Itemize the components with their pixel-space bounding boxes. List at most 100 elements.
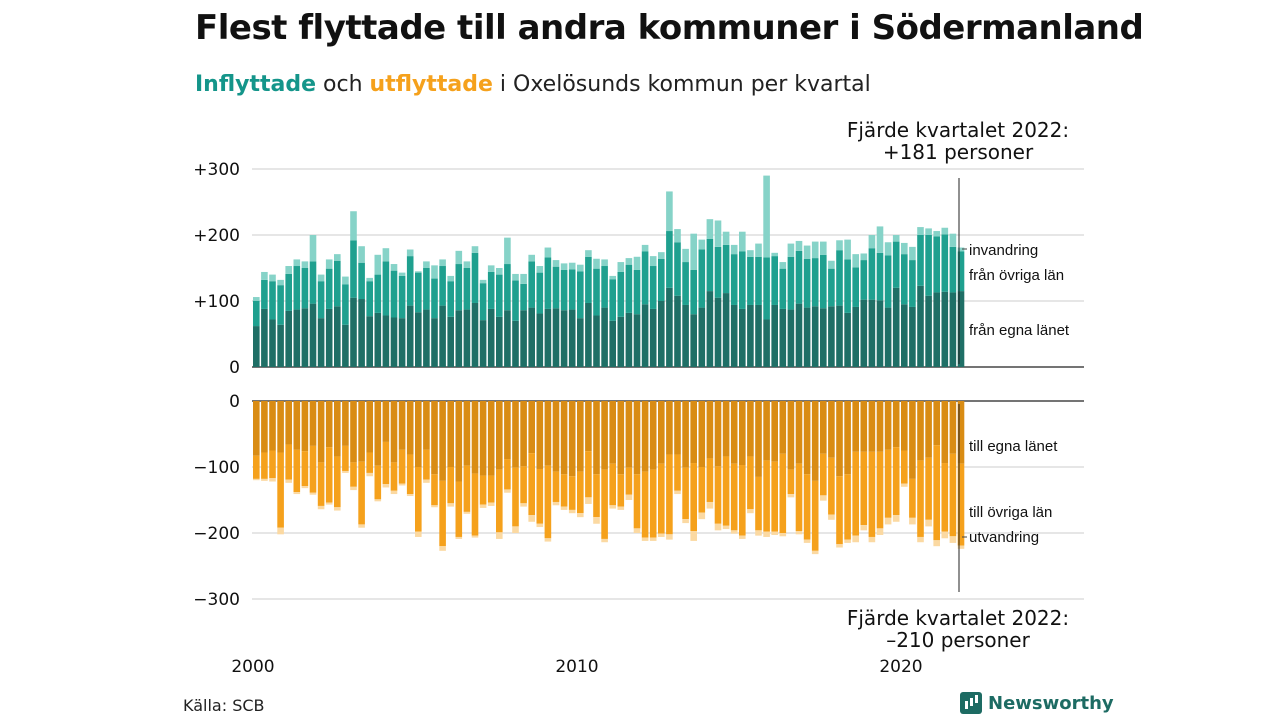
bar-in-other-counties — [463, 268, 471, 310]
bar-out-emigration — [439, 546, 446, 551]
bar-out-other-counties — [382, 441, 390, 485]
bar-out-other-counties — [666, 454, 673, 535]
bar-in-immigration — [609, 275, 616, 280]
bar-in-immigration — [722, 231, 730, 245]
bar-out-emigration — [641, 537, 649, 541]
bar-out-emigration — [431, 505, 438, 508]
bar-in-own-county — [455, 310, 463, 367]
bar-in-immigration — [836, 240, 843, 251]
bar-out-other-counties — [504, 459, 511, 490]
bar-out-other-counties — [560, 474, 568, 507]
bar-in-immigration — [293, 259, 301, 267]
bar-out-other-counties — [755, 476, 762, 531]
bar-in-other-counties — [755, 256, 762, 305]
bar-out-own-county — [860, 401, 868, 452]
bar-in-other-counties — [253, 301, 260, 327]
bar-in-own-county — [876, 300, 884, 367]
bar-out-own-county — [941, 401, 949, 464]
bar-in-immigration — [892, 235, 900, 242]
bar-in-own-county — [860, 299, 868, 367]
bar-in-other-counties — [406, 256, 414, 306]
bar-in-other-counties — [860, 260, 868, 300]
bar-out-other-counties — [479, 475, 487, 505]
bar-out-own-county — [706, 401, 714, 459]
bar-out-other-counties — [690, 463, 697, 532]
bar-in-immigration — [471, 246, 479, 253]
bar-out-emigration — [852, 535, 859, 543]
bar-in-other-counties — [504, 264, 511, 311]
bar-in-other-counties — [852, 267, 859, 307]
bar-out-own-county — [779, 401, 787, 454]
bar-out-other-counties — [350, 462, 357, 487]
bar-in-immigration — [568, 262, 576, 270]
bar-out-other-counties — [925, 457, 932, 520]
bar-in-immigration — [787, 243, 795, 257]
bar-in-own-county — [585, 302, 592, 367]
source-label: Källa: SCB — [183, 696, 265, 715]
subtitle-outflow-word: utflyttade — [369, 72, 493, 97]
bar-out-own-county — [852, 401, 859, 452]
bar-out-own-county — [690, 401, 697, 464]
bar-out-own-county — [609, 401, 616, 464]
chart-title: Flest flyttade till andra kommuner i Söd… — [195, 8, 1144, 48]
bar-out-other-counties — [455, 481, 463, 537]
bar-out-other-counties — [334, 456, 341, 508]
bar-in-immigration — [374, 254, 382, 275]
bar-in-other-counties — [803, 258, 811, 308]
label-till-ovriga-lan: till övriga län — [969, 504, 1052, 521]
bar-in-other-counties — [868, 248, 876, 300]
bar-out-emigration — [690, 531, 697, 541]
bar-out-other-counties — [674, 454, 681, 491]
bar-out-emigration — [730, 530, 738, 534]
newsworthy-logo[interactable]: Newsworthy — [960, 692, 1114, 714]
bar-out-emigration — [390, 490, 398, 495]
bar-out-emigration — [811, 550, 819, 555]
bar-in-own-county — [423, 309, 430, 367]
bar-in-other-counties — [309, 261, 317, 304]
bar-out-other-counties — [949, 453, 957, 537]
bar-in-immigration — [730, 244, 738, 255]
bar-in-own-county — [439, 305, 446, 367]
bar-in-own-county — [374, 312, 382, 367]
bar-in-immigration — [447, 275, 454, 282]
bar-out-other-counties — [941, 463, 949, 532]
annotation-top-line2: +181 personer — [883, 140, 1034, 164]
bar-in-own-county — [909, 306, 916, 367]
bar-out-other-counties — [933, 445, 940, 541]
bar-out-own-county — [763, 401, 770, 461]
bar-in-own-county — [285, 310, 292, 367]
bar-in-other-counties — [820, 254, 827, 309]
bar-in-immigration — [536, 266, 544, 273]
bar-in-own-county — [690, 314, 697, 367]
bar-in-other-counties — [447, 281, 454, 317]
bar-out-emigration — [350, 486, 357, 491]
bar-out-own-county — [479, 401, 487, 476]
label-till-egna-lanet: till egna länet — [969, 438, 1058, 455]
bar-in-immigration — [625, 258, 633, 265]
bar-out-own-county — [698, 401, 706, 467]
bar-out-own-county — [633, 401, 641, 475]
bar-in-immigration — [811, 241, 819, 259]
bar-out-other-counties — [406, 454, 414, 495]
bar-out-emigration — [836, 544, 843, 548]
bar-out-emigration — [593, 517, 600, 524]
bar-out-other-counties — [285, 444, 292, 480]
bar-in-own-county — [868, 299, 876, 367]
bar-out-own-county — [876, 401, 884, 452]
bar-out-other-counties — [811, 480, 819, 551]
subtitle-rest: i Oxelösunds kommun per kvartal — [492, 72, 871, 97]
bar-out-own-county — [585, 401, 592, 452]
bar-out-other-counties — [601, 469, 608, 539]
bar-out-emigration — [876, 528, 884, 535]
annotation-bottom-line2: –210 personer — [886, 628, 1030, 652]
bar-in-immigration — [528, 254, 535, 262]
bar-out-emigration — [747, 509, 754, 514]
bar-in-other-counties — [706, 238, 714, 292]
bar-out-other-counties — [682, 467, 689, 520]
bar-in-other-counties — [609, 279, 616, 321]
bar-in-own-county — [568, 309, 576, 367]
bar-in-own-county — [747, 304, 754, 367]
bar-in-own-county — [901, 304, 908, 367]
bar-in-own-county — [666, 287, 673, 367]
annotation-bottom-line1: Fjärde kvartalet 2022: — [847, 606, 1069, 630]
